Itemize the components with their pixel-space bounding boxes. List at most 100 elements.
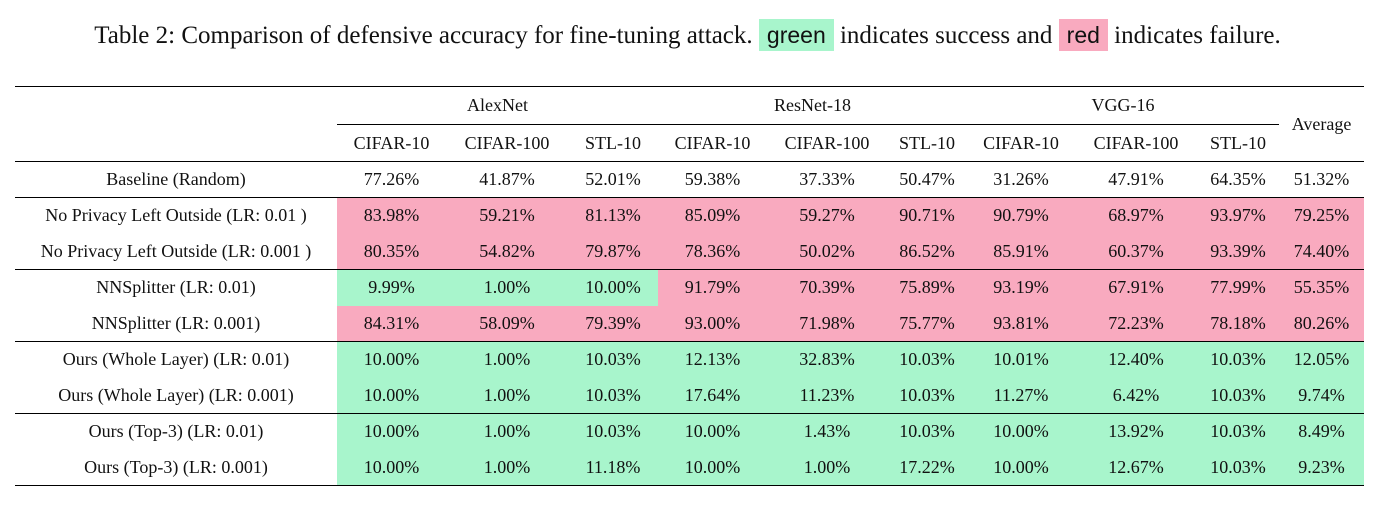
- row-method-label: Ours (Top-3) (LR: 0.01): [15, 413, 337, 450]
- value-cell: 32.83%: [767, 341, 887, 378]
- value-cell: 37.33%: [767, 161, 887, 198]
- value-cell: 59.38%: [658, 161, 767, 198]
- value-cell: 80.26%: [1279, 305, 1365, 342]
- value-cell: 72.23%: [1075, 305, 1198, 342]
- value-cell: 93.39%: [1197, 233, 1280, 270]
- value-cell: 10.03%: [1197, 377, 1280, 414]
- value-cell: 1.43%: [767, 413, 887, 450]
- value-cell: 10.03%: [568, 377, 658, 414]
- header-dataset: CIFAR-100: [1093, 132, 1179, 153]
- value-cell: 47.91%: [1075, 161, 1198, 198]
- value-cell: 70.39%: [767, 269, 887, 306]
- value-cell: 12.05%: [1279, 341, 1365, 378]
- results-table: AlexNet ResNet-18 VGG-16 Average CIFAR-1…: [15, 86, 1365, 486]
- header-group-resnet18: ResNet-18: [658, 86, 968, 125]
- value-cell: 54.82%: [446, 233, 568, 270]
- value-cell: 93.19%: [967, 269, 1076, 306]
- header-dataset: CIFAR-10: [983, 132, 1059, 153]
- value-cell: 6.42%: [1075, 377, 1198, 414]
- value-cell: 93.97%: [1197, 197, 1280, 234]
- table-row: NNSplitter (LR: 0.001) 84.31% 58.09% 79.39%…: [15, 305, 1365, 342]
- value-cell: 31.26%: [967, 161, 1076, 198]
- table-row: Baseline (Random) 77.26% 41.87% 52.01% 59.38…: [15, 161, 1365, 198]
- header-dataset: CIFAR-10: [353, 132, 430, 153]
- value-cell: 9.99%: [337, 269, 446, 306]
- value-cell: 84.31%: [337, 305, 446, 342]
- value-cell: 85.09%: [658, 197, 767, 234]
- header-dataset: STL-10: [899, 132, 955, 153]
- header-group-vgg16: VGG-16: [967, 86, 1280, 125]
- value-cell: 51.32%: [1279, 161, 1365, 198]
- value-cell: 67.91%: [1075, 269, 1198, 306]
- value-cell: 10.01%: [967, 341, 1076, 378]
- value-cell: 68.97%: [1075, 197, 1198, 234]
- value-cell: 10.00%: [568, 269, 658, 306]
- value-cell: 1.00%: [446, 413, 568, 450]
- value-cell: 74.40%: [1279, 233, 1365, 270]
- value-cell: 10.03%: [568, 341, 658, 378]
- value-cell: 9.74%: [1279, 377, 1365, 414]
- value-cell: 10.03%: [1197, 413, 1280, 450]
- value-cell: 79.25%: [1279, 197, 1365, 234]
- value-cell: 79.39%: [568, 305, 658, 342]
- value-cell: 55.35%: [1279, 269, 1365, 306]
- header-dataset: CIFAR-100: [784, 132, 870, 153]
- value-cell: 10.00%: [337, 377, 446, 414]
- value-cell: 60.37%: [1075, 233, 1198, 270]
- value-cell: 8.49%: [1279, 413, 1365, 450]
- value-cell: 90.79%: [967, 197, 1076, 234]
- value-cell: 50.02%: [767, 233, 887, 270]
- value-cell: 1.00%: [446, 377, 568, 414]
- value-cell: 10.00%: [658, 413, 767, 450]
- value-cell: 78.36%: [658, 233, 767, 270]
- header-group-alexnet: AlexNet: [337, 86, 658, 125]
- table-row: Ours (Whole Layer) (LR: 0.001) 10.00% 1.00…: [15, 377, 1365, 414]
- value-cell: 58.09%: [446, 305, 568, 342]
- value-cell: 10.00%: [337, 341, 446, 378]
- value-cell: 59.27%: [767, 197, 887, 234]
- value-cell: 11.23%: [767, 377, 887, 414]
- value-cell: 10.03%: [887, 377, 968, 414]
- value-cell: 93.00%: [658, 305, 767, 342]
- row-method-label: Baseline (Random): [15, 161, 337, 198]
- value-cell: 86.52%: [887, 233, 968, 270]
- value-cell: 13.92%: [1075, 413, 1198, 450]
- row-method-label: Ours (Whole Layer) (LR: 0.01): [15, 341, 337, 378]
- caption-red-highlight: red: [1058, 19, 1108, 51]
- value-cell: 12.67%: [1075, 449, 1198, 486]
- value-cell: 10.03%: [1197, 449, 1280, 486]
- table-row: Ours (Top-3) (LR: 0.01) 10.00% 1.00% 10.03%…: [15, 413, 1365, 450]
- header-method-blank-2: [15, 125, 337, 162]
- value-cell: 10.03%: [887, 341, 968, 378]
- value-cell: 11.18%: [568, 449, 658, 486]
- header-dataset: CIFAR-100: [464, 132, 550, 153]
- value-cell: 10.00%: [967, 449, 1076, 486]
- value-cell: 10.03%: [1197, 341, 1280, 378]
- value-cell: 83.98%: [337, 197, 446, 234]
- value-cell: 52.01%: [568, 161, 658, 198]
- caption-green-highlight: green: [758, 19, 834, 51]
- value-cell: 10.00%: [967, 413, 1076, 450]
- value-cell: 17.22%: [887, 449, 968, 486]
- row-method-label: NNSplitter (LR: 0.001): [91, 312, 261, 333]
- value-cell: 10.03%: [568, 413, 658, 450]
- row-method-label: No Privacy Left Outside (LR: 0.001 ): [40, 240, 312, 261]
- value-cell: 85.91%: [967, 233, 1076, 270]
- value-cell: 93.81%: [967, 305, 1076, 342]
- value-cell: 71.98%: [767, 305, 887, 342]
- header-method-blank: [15, 86, 337, 125]
- header-dataset: CIFAR-10: [674, 132, 751, 153]
- value-cell: 50.47%: [887, 161, 968, 198]
- table-row: No Privacy Left Outside (LR: 0.01 ) 83.98…: [15, 197, 1365, 234]
- value-cell: 81.13%: [568, 197, 658, 234]
- table-row: NNSplitter (LR: 0.01) 9.99% 1.00% 10.00% 91.…: [15, 269, 1365, 306]
- value-cell: 59.21%: [446, 197, 568, 234]
- table-caption: Table 2: Comparison of defensive accurac…: [0, 19, 1375, 51]
- value-cell: 10.00%: [337, 413, 446, 450]
- value-cell: 12.13%: [658, 341, 767, 378]
- table-row: No Privacy Left Outside (LR: 0.001 ) 80.3…: [15, 233, 1365, 270]
- header-dataset: STL-10: [1210, 132, 1267, 153]
- caption-suffix: indicates failure.: [1114, 22, 1281, 49]
- value-cell: 17.64%: [658, 377, 767, 414]
- value-cell: 10.00%: [337, 449, 446, 486]
